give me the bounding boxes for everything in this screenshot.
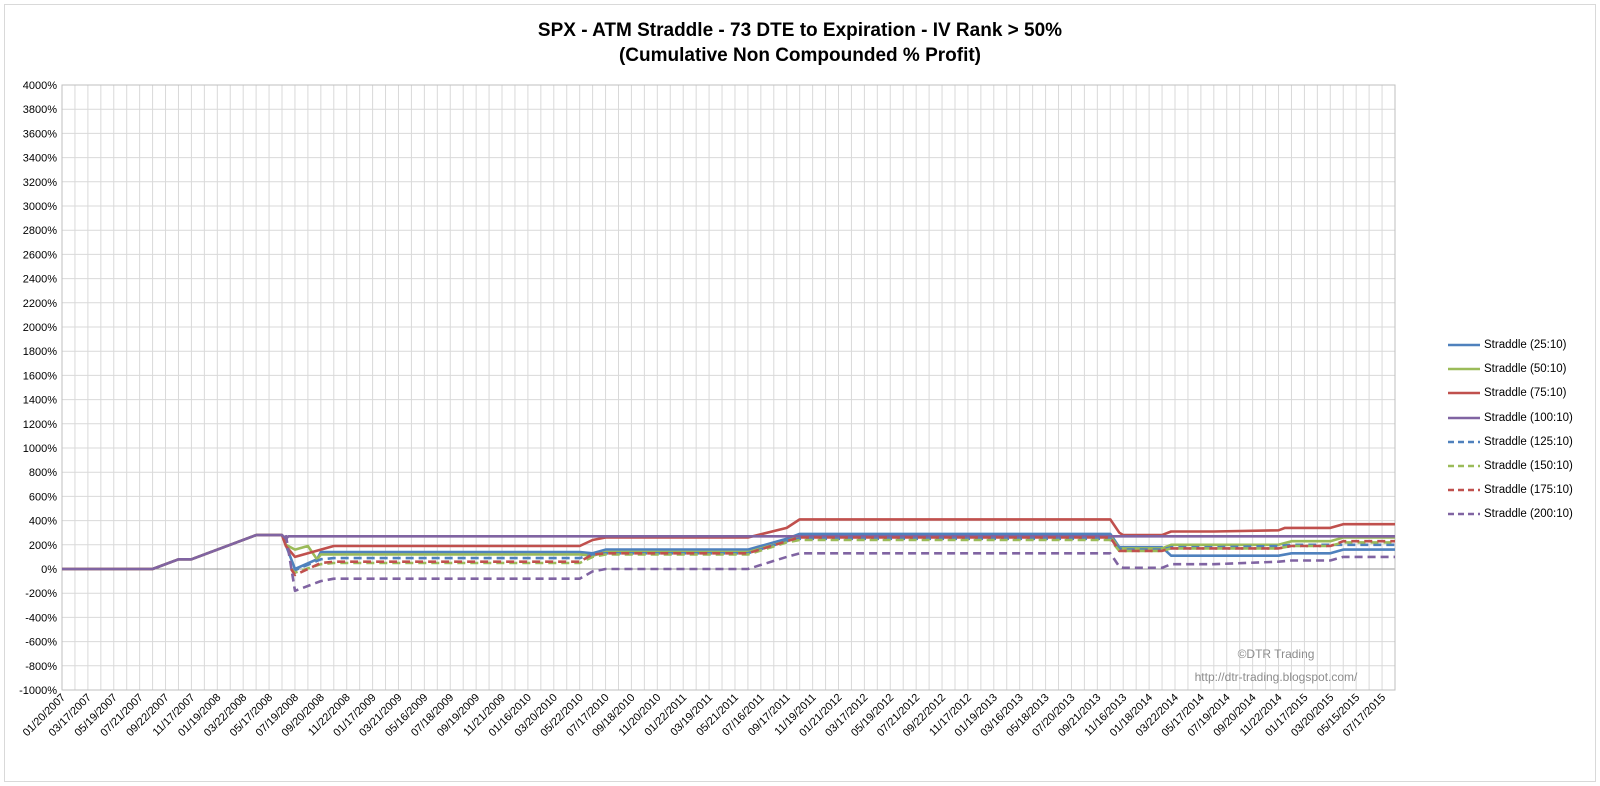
y-tick-label: 0% bbox=[41, 564, 57, 576]
y-tick-label: 4000% bbox=[23, 80, 57, 92]
watermark-url: http://dtr-trading.blogspot.com/ bbox=[1195, 670, 1358, 684]
legend-swatch bbox=[1448, 513, 1480, 516]
x-axis-labels: 01/20/200703/17/200705/19/200707/21/2007… bbox=[21, 692, 1388, 739]
y-tick-label: -600% bbox=[25, 637, 57, 649]
series-line-7 bbox=[290, 536, 1395, 577]
legend-swatch bbox=[1448, 392, 1480, 395]
legend-item: Straddle (50:10) bbox=[1448, 357, 1596, 381]
legend-label: Straddle (75:10) bbox=[1484, 387, 1567, 400]
legend-label: Straddle (150:10) bbox=[1484, 460, 1573, 473]
watermark-text: ©DTR Trading bbox=[1238, 647, 1315, 661]
legend-swatch bbox=[1448, 367, 1480, 371]
y-tick-label: 3400% bbox=[23, 153, 57, 165]
chart-title-block: SPX - ATM Straddle - 73 DTE to Expiratio… bbox=[0, 18, 1600, 68]
y-tick-label: 2600% bbox=[23, 249, 57, 261]
y-tick-label: 3200% bbox=[23, 177, 57, 189]
y-tick-label: 2800% bbox=[23, 225, 57, 237]
y-axis-labels: -1000% -800% -600% -400% -200% 0% 200% 400% 600%… bbox=[19, 80, 57, 697]
legend-label: Straddle (50:10) bbox=[1484, 363, 1567, 376]
legend-swatch bbox=[1448, 440, 1480, 444]
y-tick-label: 2400% bbox=[23, 274, 57, 286]
legend-swatch bbox=[1448, 464, 1480, 468]
vertical-gridlines bbox=[61, 85, 1396, 690]
y-tick-label: -1000% bbox=[19, 685, 57, 697]
legend-swatch bbox=[1448, 416, 1480, 419]
legend-item: Straddle (75:10) bbox=[1448, 381, 1596, 405]
series-lines bbox=[62, 518, 1395, 593]
legend-item: Straddle (200:10) bbox=[1448, 502, 1596, 526]
y-tick-label: 200% bbox=[29, 540, 57, 552]
legend-label: Straddle (200:10) bbox=[1484, 508, 1573, 521]
chart-subtitle: (Cumulative Non Compounded % Profit) bbox=[618, 45, 982, 66]
legend-label: Straddle (125:10) bbox=[1484, 435, 1573, 448]
horizontal-gridlines bbox=[62, 84, 1395, 691]
legend-item: Straddle (125:10) bbox=[1448, 430, 1596, 454]
y-tick-label: 1400% bbox=[23, 395, 57, 407]
legend-label: Straddle (25:10) bbox=[1484, 339, 1567, 352]
plot-border bbox=[61, 84, 1396, 691]
y-tick-label: -800% bbox=[25, 661, 57, 673]
y-tick-label: 2200% bbox=[23, 298, 57, 310]
legend-item: Straddle (25:10) bbox=[1448, 333, 1596, 357]
y-tick-label: 800% bbox=[29, 467, 57, 479]
legend-item: Straddle (175:10) bbox=[1448, 478, 1596, 502]
y-tick-label: -400% bbox=[25, 612, 57, 624]
y-tick-label: -200% bbox=[25, 588, 57, 600]
legend-swatch bbox=[1448, 343, 1480, 347]
legend-item: Straddle (100:10) bbox=[1448, 406, 1596, 430]
chart-legend: Straddle (25:10) Straddle (50:10) Straddle… bbox=[1448, 333, 1596, 527]
series-line-8 bbox=[284, 534, 1395, 593]
legend-swatch bbox=[1448, 488, 1480, 492]
y-tick-label: 3000% bbox=[23, 201, 57, 213]
legend-item: Straddle (150:10) bbox=[1448, 454, 1596, 478]
series-line-4 bbox=[62, 533, 1395, 571]
y-tick-label: 1800% bbox=[23, 346, 57, 358]
y-tick-label: 1200% bbox=[23, 419, 57, 431]
y-tick-label: 2000% bbox=[23, 322, 57, 334]
y-tick-label: 1600% bbox=[23, 370, 57, 382]
y-tick-label: 3600% bbox=[23, 128, 57, 140]
y-tick-label: 600% bbox=[29, 491, 57, 503]
y-tick-label: 3800% bbox=[23, 104, 57, 116]
series-line-6 bbox=[290, 538, 1395, 574]
chart-title: SPX - ATM Straddle - 73 DTE to Expiratio… bbox=[537, 20, 1063, 41]
legend-label: Straddle (100:10) bbox=[1484, 411, 1573, 424]
y-tick-label: 400% bbox=[29, 516, 57, 528]
y-tick-label: 1000% bbox=[23, 443, 57, 455]
legend-label: Straddle (175:10) bbox=[1484, 484, 1573, 497]
